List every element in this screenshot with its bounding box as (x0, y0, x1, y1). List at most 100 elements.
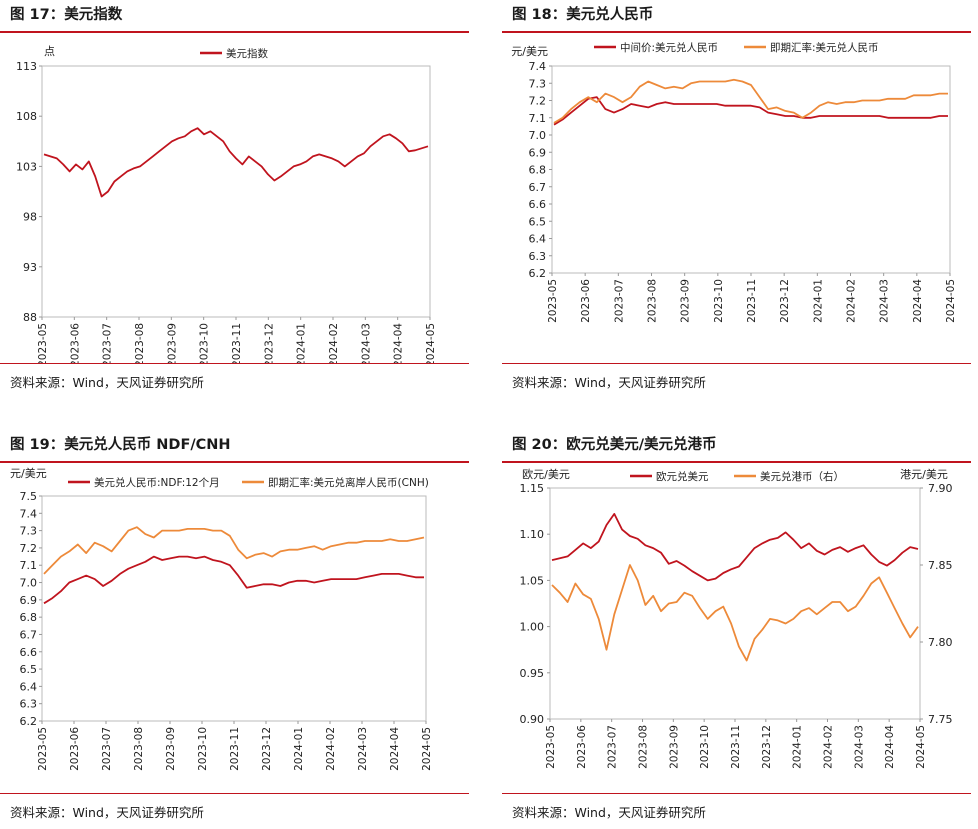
legend-label-1: 中间价:美元兑人民币 (620, 41, 718, 54)
y-tick-label: 7.2 (529, 95, 547, 108)
x-tick-label: 2023-12 (779, 279, 791, 323)
source-divider (0, 363, 469, 364)
x-tick-label: 2023-09 (166, 323, 178, 363)
x-tick-label: 2024-04 (389, 727, 401, 771)
y-tick-label: 7.4 (529, 60, 547, 73)
y-tick-label: 6.2 (20, 715, 38, 728)
x-tick-label: 2024-04 (884, 725, 896, 769)
y-tick-label: 7.0 (529, 129, 547, 142)
x-tick-label: 2024-01 (792, 725, 804, 769)
chart-title: 图 18：美元兑人民币 (512, 7, 654, 23)
series-line-1 (43, 555, 424, 605)
x-tick-label: 2023-05 (37, 727, 49, 771)
legend-label-2: 美元兑港币（右） (760, 470, 844, 483)
x-tick-label: 2023-05 (547, 279, 559, 323)
source-note: 资料来源：Wind，天风证券研究所 (10, 805, 204, 820)
x-tick-label: 2023-05 (545, 725, 557, 769)
y-tick-label: 6.9 (20, 594, 38, 607)
x-tick-label: 2023-11 (730, 725, 742, 769)
y-tick-label: 6.5 (529, 215, 547, 228)
ndf-cnh-chart: 元/美元 7.5 7.4 7.3 7.2 7.1 7.0 6.9 6.8 6.7 6.6 6.5 6.4… (10, 467, 433, 771)
y-tick-label: 88 (23, 311, 37, 324)
y-tick-label: 93 (23, 261, 37, 274)
y-tick-label: 7.1 (529, 112, 547, 125)
panel-ndf-cnh: 图 19：美元兑人民币 NDF/CNH 元/美元 7.5 7.4 7.3 7.2 7.1 7… (0, 430, 469, 829)
title-divider (0, 461, 469, 463)
source-divider (502, 793, 971, 794)
x-tick-label: 2023-11 (231, 323, 243, 363)
y-axis-unit-label: 点 (44, 45, 55, 58)
x-tick-label: 2023-11 (746, 279, 758, 323)
x-tick-label: 2024-03 (879, 279, 891, 323)
x-tick-label: 2023-06 (580, 279, 592, 323)
source-note: 资料来源：Wind，天风证券研究所 (10, 375, 204, 390)
x-tick-label: 2024-02 (328, 323, 340, 363)
source-note: 资料来源：Wind，天风证券研究所 (512, 375, 706, 390)
title-divider (502, 461, 971, 463)
y-tick-label: 108 (16, 110, 37, 123)
x-tick-label: 2023-06 (69, 727, 81, 771)
y-tick-label: 1.05 (520, 574, 545, 587)
y-tick-label: 7.3 (529, 77, 547, 90)
series-line-2 (551, 564, 919, 662)
x-tick-label: 2024-04 (393, 323, 405, 363)
y-tick-label: 6.7 (20, 628, 38, 641)
y-tick-label: 7.4 (20, 507, 38, 520)
x-tick-label: 2024-05 (915, 725, 927, 769)
plot-frame (549, 487, 921, 720)
x-tick-label: 2024-03 (357, 727, 369, 771)
x-tick-label: 2024-05 (945, 279, 957, 323)
y-tick-label: 6.6 (529, 198, 547, 211)
y-tick-label: 6.4 (20, 680, 38, 693)
y-tick-label-right: 7.75 (928, 713, 953, 726)
series-line-1 (43, 127, 429, 198)
y-tick-label: 7.2 (20, 542, 38, 555)
x-tick-label: 2023-10 (699, 725, 711, 769)
x-tick-label: 2023-11 (229, 727, 241, 771)
source-note: 资料来源：Wind，天风证券研究所 (512, 805, 706, 820)
x-tick-label: 2023-09 (668, 725, 680, 769)
series-line-1 (553, 96, 948, 126)
y-tick-label: 6.3 (529, 250, 547, 263)
y-tick-label: 7.3 (20, 525, 38, 538)
y-tick-label: 113 (16, 60, 37, 73)
y-tick-label-right: 7.90 (928, 482, 953, 495)
series-line-2 (43, 526, 425, 575)
legend-label-2: 即期汇率:美元兑离岸人民币(CNH) (268, 476, 429, 489)
x-tick-label: 2023-12 (263, 323, 275, 363)
y-tick-label: 1.15 (520, 482, 545, 495)
x-tick-label: 2023-07 (102, 323, 114, 363)
y-tick-label: 7.0 (20, 577, 38, 590)
y-tick-label: 1.10 (520, 528, 545, 541)
x-tick-label: 2024-01 (293, 727, 305, 771)
y-tick-label: 7.1 (20, 559, 38, 572)
x-tick-label: 2023-12 (261, 727, 273, 771)
y-tick-label-right: 7.85 (928, 559, 953, 572)
y-tick-label: 6.4 (529, 233, 547, 246)
usd-cny-chart: 元/美元 7.4 7.3 7.2 7.1 7.0 6.9 6.8 6.7 6.6 6.5 6.4 6.3… (511, 41, 957, 323)
x-tick-label: 2024-02 (325, 727, 337, 771)
x-tick-label: 2023-06 (576, 725, 588, 769)
y-tick-label: 6.8 (529, 164, 547, 177)
x-tick-label: 2023-08 (647, 279, 659, 323)
x-tick-label: 2024-05 (425, 323, 437, 363)
x-tick-label: 2023-12 (761, 725, 773, 769)
x-tick-label: 2024-03 (853, 725, 865, 769)
x-tick-label: 2023-07 (613, 279, 625, 323)
x-tick-label: 2023-08 (638, 725, 650, 769)
x-tick-label: 2023-05 (37, 323, 49, 363)
series-line-1 (551, 513, 919, 582)
source-divider (502, 363, 971, 364)
title-divider (502, 31, 971, 33)
x-tick-label: 2024-02 (846, 279, 858, 323)
x-tick-label: 2023-10 (713, 279, 725, 323)
y-tick-label: 98 (23, 211, 37, 224)
x-tick-label: 2024-02 (823, 725, 835, 769)
x-tick-label: 2024-05 (421, 727, 433, 771)
y-axis-unit-label: 元/美元 (511, 45, 548, 58)
title-divider (0, 31, 469, 33)
y-tick-label: 0.90 (520, 713, 545, 726)
x-tick-label: 2023-07 (607, 725, 619, 769)
y-tick-label: 103 (16, 160, 37, 173)
y-tick-label: 6.8 (20, 611, 38, 624)
